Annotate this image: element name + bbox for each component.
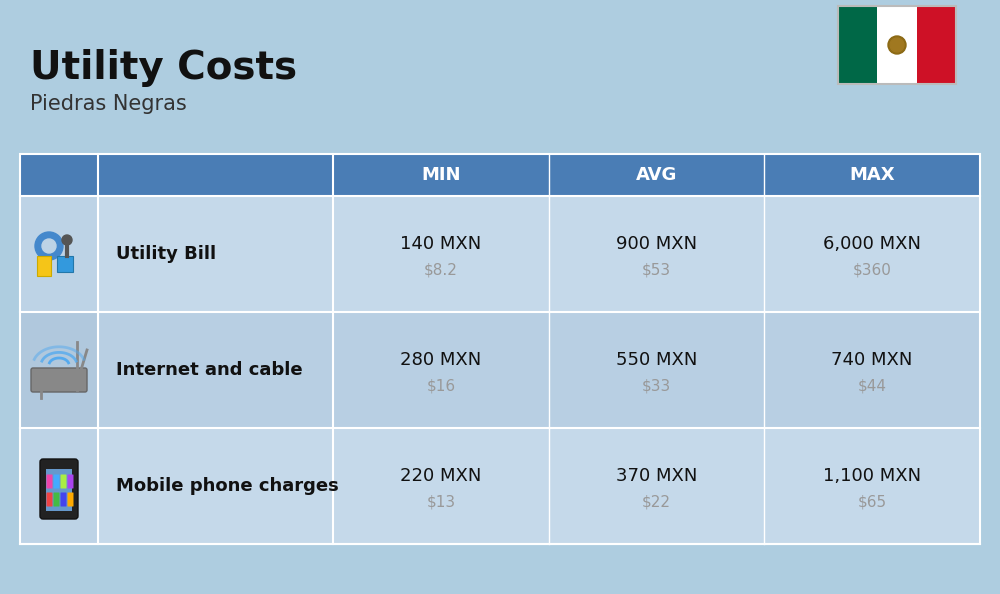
Bar — [20, 428, 98, 544]
FancyBboxPatch shape — [54, 475, 60, 488]
Bar — [917, 6, 956, 84]
Circle shape — [888, 36, 906, 54]
FancyBboxPatch shape — [60, 475, 66, 488]
Text: $65: $65 — [858, 494, 887, 510]
Text: 900 MXN: 900 MXN — [616, 235, 697, 253]
Bar — [20, 154, 980, 544]
Text: MAX: MAX — [849, 166, 895, 184]
Bar — [549, 154, 764, 196]
Text: $8.2: $8.2 — [424, 263, 458, 277]
Text: Internet and cable: Internet and cable — [116, 361, 303, 379]
Bar — [549, 428, 764, 544]
Text: 370 MXN: 370 MXN — [616, 467, 697, 485]
Text: $33: $33 — [642, 378, 671, 393]
Text: 220 MXN: 220 MXN — [400, 467, 482, 485]
Bar — [20, 312, 98, 428]
Bar — [877, 6, 917, 84]
Bar — [333, 312, 549, 428]
Text: 1,100 MXN: 1,100 MXN — [823, 467, 921, 485]
Bar — [57, 256, 73, 272]
Bar — [20, 196, 98, 312]
FancyBboxPatch shape — [68, 475, 74, 488]
Bar — [46, 469, 72, 511]
FancyBboxPatch shape — [46, 492, 52, 507]
Text: $53: $53 — [642, 263, 671, 277]
Bar — [764, 154, 980, 196]
Text: AVG: AVG — [636, 166, 677, 184]
FancyBboxPatch shape — [40, 459, 78, 519]
Text: MIN: MIN — [421, 166, 461, 184]
Text: 6,000 MXN: 6,000 MXN — [823, 235, 921, 253]
Circle shape — [62, 235, 72, 245]
Bar — [20, 154, 333, 196]
Bar — [98, 312, 333, 428]
FancyBboxPatch shape — [60, 492, 66, 507]
Text: $16: $16 — [426, 378, 455, 393]
Circle shape — [890, 38, 904, 52]
Text: Mobile phone charges: Mobile phone charges — [116, 477, 339, 495]
Bar — [764, 312, 980, 428]
Text: Utility Costs: Utility Costs — [30, 49, 297, 87]
Text: Piedras Negras: Piedras Negras — [30, 94, 187, 114]
Bar — [838, 6, 956, 84]
Bar — [98, 428, 333, 544]
Text: $13: $13 — [426, 494, 455, 510]
FancyBboxPatch shape — [54, 492, 60, 507]
Bar — [549, 312, 764, 428]
Text: 280 MXN: 280 MXN — [400, 351, 481, 369]
Text: $44: $44 — [858, 378, 887, 393]
Circle shape — [42, 239, 56, 253]
Bar — [549, 196, 764, 312]
Bar — [764, 428, 980, 544]
Bar — [838, 6, 877, 84]
Text: 550 MXN: 550 MXN — [616, 351, 697, 369]
Bar — [333, 154, 549, 196]
Text: Utility Bill: Utility Bill — [116, 245, 216, 263]
Circle shape — [35, 232, 63, 260]
Bar — [764, 196, 980, 312]
FancyBboxPatch shape — [68, 492, 74, 507]
Text: 140 MXN: 140 MXN — [400, 235, 481, 253]
FancyBboxPatch shape — [31, 368, 87, 392]
Bar — [37, 256, 51, 276]
Bar — [98, 196, 333, 312]
Bar — [333, 428, 549, 544]
Text: $22: $22 — [642, 494, 671, 510]
FancyBboxPatch shape — [46, 475, 52, 488]
Text: $360: $360 — [853, 263, 892, 277]
Bar — [333, 196, 549, 312]
Text: 740 MXN: 740 MXN — [831, 351, 913, 369]
